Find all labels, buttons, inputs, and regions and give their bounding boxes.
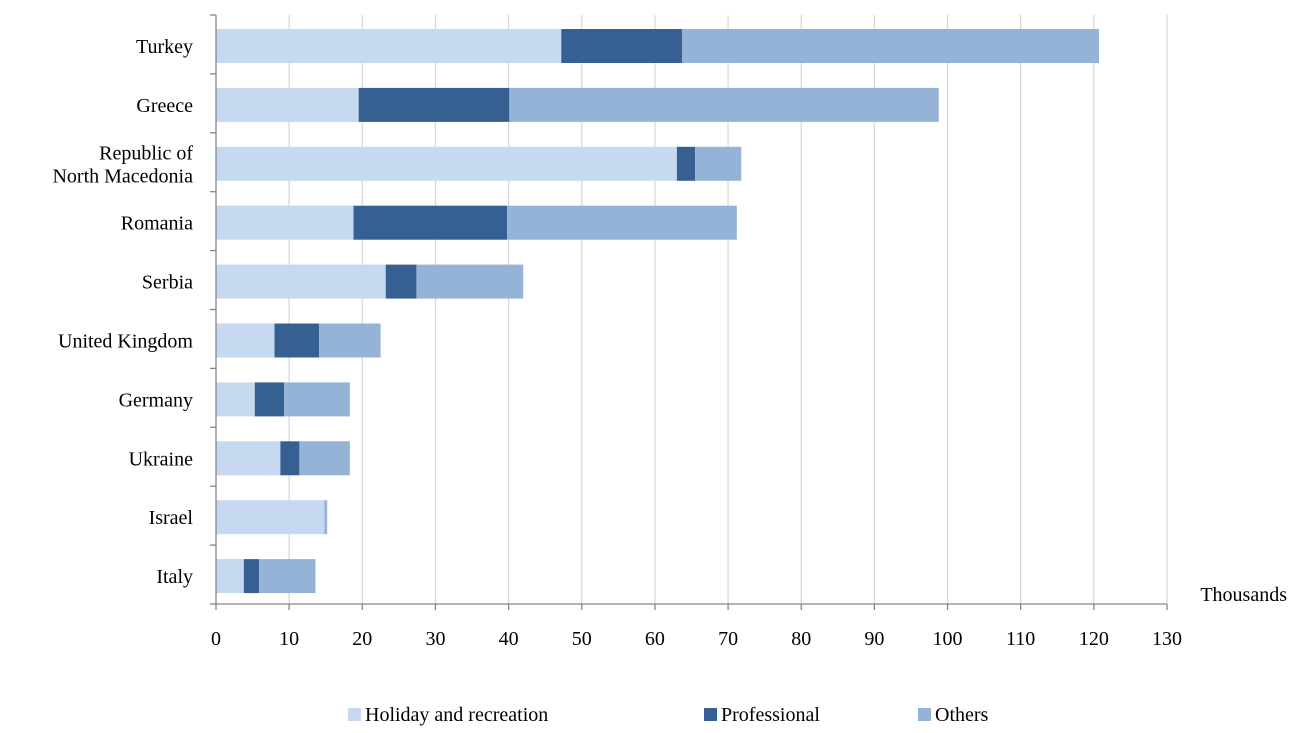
category-label: United Kingdom <box>58 331 193 353</box>
bar-segment <box>358 87 510 122</box>
bar-segment <box>216 559 244 594</box>
x-tick-labels: 0 10 20 30 40 50 60 70 80 90 100 110 120 130 <box>211 628 1182 650</box>
bar-segment <box>216 29 562 63</box>
bar-segment <box>216 500 325 535</box>
category-label: Ukraine <box>129 448 194 470</box>
bar-segment <box>216 87 359 122</box>
legend-label: Others <box>935 704 989 726</box>
legend-label: Professional <box>721 704 820 726</box>
legend: Holiday and recreation Professional Others <box>348 704 989 726</box>
x-tick-label: 120 <box>1079 628 1109 650</box>
bar-segment <box>324 500 328 535</box>
legend-swatch <box>918 708 931 721</box>
bar-segment <box>216 323 275 358</box>
x-tick-label: 130 <box>1152 628 1182 650</box>
bar-segment <box>216 382 255 417</box>
axes <box>210 14 1168 610</box>
x-tick-label: 50 <box>572 628 592 650</box>
category-label: Italy <box>156 566 193 588</box>
bar-segment <box>319 323 381 358</box>
bar-segment <box>216 205 354 240</box>
x-tick-label: 40 <box>499 628 519 650</box>
x-tick-label: 110 <box>1006 628 1035 650</box>
bar-segment <box>353 205 508 240</box>
x-tick-label: 0 <box>211 628 221 650</box>
legend-label: Holiday and recreation <box>365 704 548 726</box>
category-label: Israel <box>149 507 194 529</box>
x-tick-label: 30 <box>425 628 445 650</box>
x-axis-label: Thousands <box>1200 584 1287 606</box>
x-tick-label: 10 <box>279 628 299 650</box>
legend-swatch <box>704 708 717 721</box>
x-tick-label: 20 <box>352 628 372 650</box>
bar-segment <box>509 87 939 122</box>
bar-segment <box>299 441 350 476</box>
x-tick-label: 70 <box>718 628 738 650</box>
category-label: Germany <box>119 389 193 411</box>
x-tick-label: 80 <box>791 628 811 650</box>
category-label: Turkey <box>136 36 193 58</box>
x-tick-label: 90 <box>864 628 884 650</box>
bar-segment <box>507 205 737 240</box>
bar-segment <box>216 441 281 476</box>
category-label: Romania <box>121 213 193 235</box>
category-label: Serbia <box>142 272 193 294</box>
category-label: Republic of <box>99 142 193 164</box>
category-label: North Macedonia <box>52 165 193 187</box>
legend-swatch <box>348 708 361 721</box>
bar-segment <box>216 264 386 299</box>
bar-segment <box>561 29 682 63</box>
bar-segment <box>280 441 300 476</box>
bar-segment <box>274 323 320 358</box>
bar-segment <box>259 559 316 594</box>
bar-segment <box>216 146 677 181</box>
x-tick-label: 60 <box>645 628 665 650</box>
bars <box>216 29 1099 594</box>
category-label: Greece <box>136 95 193 117</box>
x-tick-label: 100 <box>933 628 963 650</box>
bar-segment <box>284 382 350 417</box>
bar-segment <box>254 382 285 417</box>
bar-segment <box>676 146 696 181</box>
bar-segment <box>681 29 1099 63</box>
bar-segment <box>385 264 417 299</box>
bar-segment <box>243 559 260 594</box>
bar-segment <box>416 264 524 299</box>
bar-segment <box>695 146 742 181</box>
